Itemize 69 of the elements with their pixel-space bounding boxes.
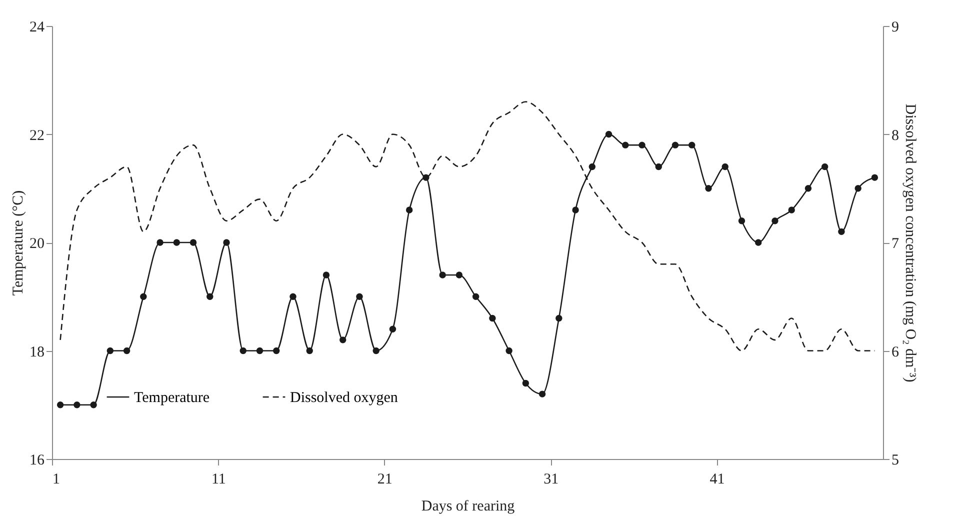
y2-tick-label: 8 (892, 128, 899, 144)
legend-label: Dissolved oxygen (290, 390, 398, 406)
point (140, 293, 147, 300)
point (804, 185, 812, 192)
y2-tick-label: 9 (892, 20, 899, 36)
point (738, 218, 746, 224)
x-tick-label: 1 (52, 472, 60, 488)
x-tick-label: 21 (377, 472, 392, 488)
point (788, 206, 795, 214)
point (322, 272, 330, 278)
point (489, 314, 496, 322)
point (240, 347, 246, 354)
point (223, 239, 230, 246)
y-tick-label: 22 (30, 128, 44, 144)
point (622, 142, 629, 148)
point (506, 347, 512, 354)
point (156, 239, 164, 246)
x-tick-label: 11 (211, 472, 226, 488)
point (406, 206, 413, 214)
point (339, 336, 346, 344)
point (206, 293, 214, 300)
point (722, 163, 728, 170)
y-tick-label: 20 (30, 236, 44, 252)
point (74, 402, 80, 408)
y-tick-label: 16 (30, 452, 45, 468)
point (638, 142, 646, 148)
x-tick-label: 31 (544, 472, 559, 488)
point (522, 380, 530, 387)
point (356, 293, 363, 300)
point (538, 390, 546, 398)
point (90, 402, 97, 408)
point (605, 130, 612, 138)
point (123, 347, 130, 354)
point (838, 228, 845, 236)
point (672, 142, 679, 148)
y2-tick-label: 6 (892, 344, 900, 360)
y2-tick-label: 7 (892, 236, 900, 252)
point (306, 347, 313, 354)
point (456, 272, 463, 278)
x-tick-label: 41 (710, 472, 725, 488)
point (389, 326, 396, 332)
point (372, 347, 380, 354)
point (871, 174, 878, 181)
point (190, 239, 197, 246)
point (854, 185, 862, 192)
point (556, 314, 562, 322)
legend-label: Temperature (134, 390, 210, 406)
point (439, 272, 446, 278)
y-tick-label: 18 (30, 344, 44, 360)
point (256, 347, 264, 354)
point (56, 402, 64, 408)
point (754, 239, 762, 246)
point (772, 218, 778, 224)
point (705, 185, 712, 192)
y-tick-label: 24 (30, 20, 45, 36)
y2-tick-label: 5 (892, 452, 899, 468)
point (572, 206, 579, 214)
point (688, 142, 696, 148)
point (290, 293, 296, 300)
point (106, 347, 114, 354)
point (472, 293, 480, 300)
y-axis-title: Temperature (°C) (10, 190, 26, 296)
point (173, 239, 180, 246)
x-axis-title: Days of rearing (421, 498, 516, 514)
y2-axis-title: Dissolved oxygen concentration (mg O₂ dm⁻³) (902, 104, 918, 382)
point (655, 163, 662, 170)
point (273, 347, 280, 354)
point (588, 163, 596, 170)
point (821, 163, 828, 170)
